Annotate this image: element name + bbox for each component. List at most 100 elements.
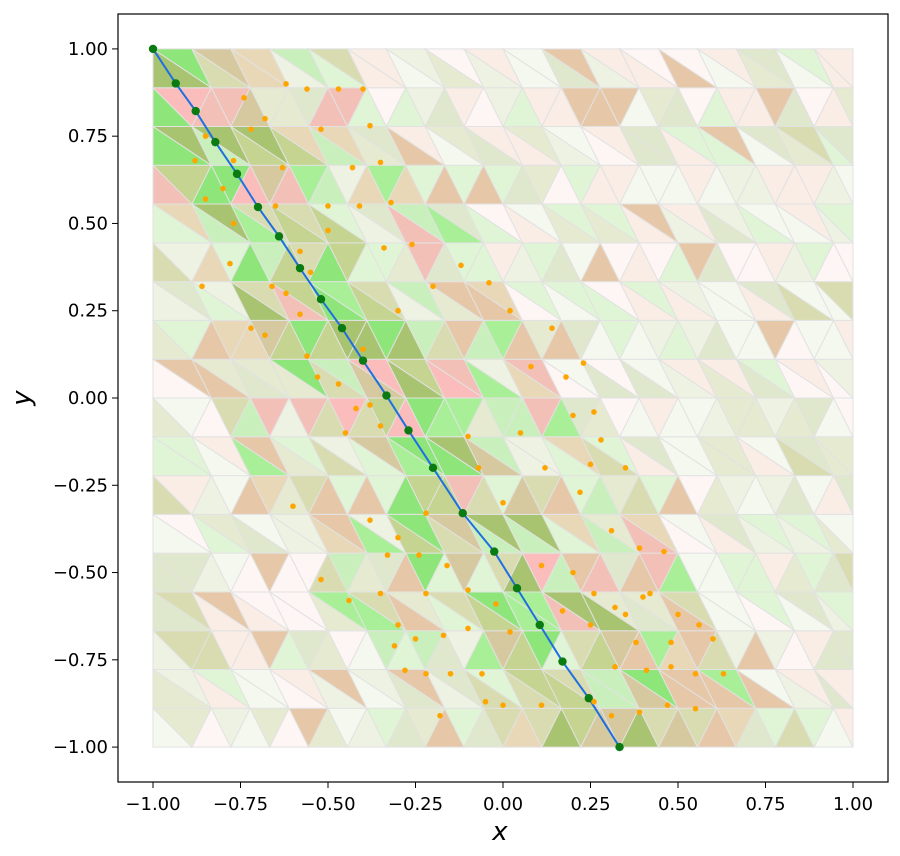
- sample-point: [283, 290, 289, 297]
- sample-point: [307, 269, 314, 276]
- sample-point: [591, 409, 597, 415]
- sample-point: [325, 227, 331, 234]
- sample-point: [482, 698, 489, 705]
- x-tick-label: 0.75: [745, 794, 785, 815]
- path-point: [191, 106, 200, 116]
- sample-point: [377, 423, 384, 429]
- sample-point: [643, 667, 650, 674]
- y-ticks: 1.00 0.75 0.50 0.25 0.00 −0.25 −0.50 −0.75 −1.00: [53, 39, 118, 758]
- path-point: [211, 137, 220, 147]
- y-tick-label: 0.50: [68, 213, 108, 234]
- sample-point: [549, 325, 555, 331]
- sample-point: [318, 576, 324, 583]
- path-point: [148, 44, 158, 54]
- sample-point: [458, 262, 464, 269]
- path-point: [171, 79, 180, 88]
- sample-point: [353, 405, 359, 412]
- sample-point: [640, 594, 646, 600]
- y-axis-label: y: [7, 390, 37, 407]
- sample-point: [633, 639, 639, 646]
- sample-point: [360, 86, 366, 92]
- sample-point: [647, 590, 653, 597]
- sample-point: [538, 702, 545, 708]
- y-tick-label: −1.00: [53, 737, 108, 758]
- path-point: [382, 391, 391, 400]
- sample-point: [587, 622, 594, 628]
- sample-point: [486, 280, 492, 286]
- sample-point: [395, 534, 401, 541]
- y-tick-label: −0.75: [53, 650, 108, 671]
- sample-point: [325, 203, 331, 209]
- sample-point: [500, 702, 506, 708]
- sample-point: [437, 712, 443, 719]
- sample-point: [559, 608, 566, 614]
- mesh-triangle: [812, 48, 854, 89]
- sample-point: [493, 601, 499, 607]
- y-tick-label: 1.00: [68, 39, 108, 60]
- sample-point: [692, 705, 699, 712]
- sample-point: [542, 465, 548, 471]
- sample-point: [381, 245, 387, 251]
- sample-point: [262, 332, 268, 338]
- sample-point: [192, 157, 198, 164]
- sample-point: [440, 632, 447, 639]
- path-point: [558, 657, 567, 666]
- sample-point: [507, 307, 513, 314]
- sample-point: [668, 664, 674, 670]
- sample-point: [430, 283, 436, 290]
- sample-point: [636, 545, 643, 551]
- x-ticks: −1.00 −0.75 −0.50 −0.25 0.00 0.25 0.50 0.75 1.00: [125, 782, 873, 815]
- sample-point: [367, 402, 373, 408]
- sample-point: [391, 643, 398, 649]
- sample-point: [241, 94, 247, 101]
- sample-point: [335, 86, 342, 92]
- sample-point: [220, 185, 226, 192]
- path-point: [316, 295, 326, 304]
- sample-point: [696, 622, 702, 628]
- sample-point: [598, 437, 604, 443]
- sample-point: [675, 611, 681, 618]
- sample-point: [412, 636, 419, 642]
- sample-point: [612, 604, 618, 611]
- path-point: [512, 584, 522, 593]
- sample-point: [636, 709, 643, 715]
- sample-point: [304, 86, 310, 92]
- sample-point: [297, 248, 303, 255]
- x-tick-label: 0.25: [570, 794, 610, 815]
- sample-point: [423, 670, 429, 677]
- x-tick-label: 1.00: [833, 794, 873, 815]
- sample-point: [423, 510, 429, 516]
- sample-point: [202, 133, 209, 139]
- path-point: [615, 742, 624, 752]
- sample-point: [720, 670, 727, 677]
- sample-point: [447, 670, 454, 677]
- sample-series: [192, 81, 727, 719]
- sample-point: [664, 702, 671, 708]
- path-point: [490, 547, 499, 556]
- y-tick-label: 0.25: [68, 301, 108, 322]
- sample-point: [248, 325, 254, 331]
- sample-point: [465, 587, 471, 593]
- sample-point: [528, 363, 534, 370]
- sample-point: [346, 597, 352, 604]
- sample-point: [388, 199, 394, 206]
- sample-point: [377, 159, 384, 166]
- sample-point: [356, 203, 363, 209]
- sample-point: [384, 552, 391, 558]
- sample-point: [395, 622, 401, 628]
- path-point: [458, 509, 467, 518]
- sample-point: [304, 353, 310, 359]
- path-point: [337, 323, 347, 333]
- sample-point: [377, 590, 384, 597]
- sample-point: [465, 433, 471, 440]
- sample-point: [318, 126, 324, 132]
- x-tick-label: 0.00: [483, 794, 523, 815]
- path-point: [428, 463, 438, 473]
- sample-point: [475, 465, 482, 471]
- path-point: [535, 620, 544, 630]
- sample-point: [409, 241, 415, 248]
- sample-point: [290, 503, 296, 510]
- sample-point: [507, 629, 513, 635]
- sample-point: [591, 590, 597, 597]
